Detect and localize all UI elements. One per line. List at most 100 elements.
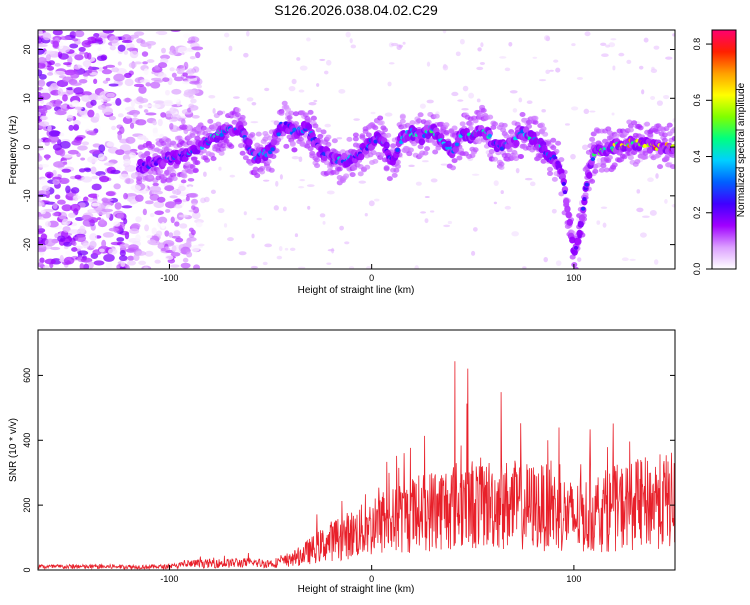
heatmap-cell — [598, 167, 605, 173]
heatmap-cell — [243, 52, 249, 58]
heatmap-cell — [80, 257, 93, 263]
heatmap-cell — [322, 220, 326, 225]
heatmap-cell — [426, 99, 434, 104]
heatmap-cell — [399, 118, 406, 124]
heatmap-cell — [513, 139, 520, 147]
heatmap-cell — [129, 122, 135, 129]
heatmap-cell — [386, 176, 393, 182]
heatmap-cell — [99, 175, 110, 183]
heatmap-cell — [157, 169, 164, 175]
heatmap-cell — [532, 56, 538, 59]
heatmap-cell — [504, 205, 512, 210]
heatmap-cell — [117, 132, 123, 141]
heatmap-cell — [182, 257, 189, 263]
heatmap-cell — [96, 190, 103, 199]
heatmap-cell — [142, 208, 148, 216]
heatmap-cell — [97, 104, 107, 110]
heatmap-cell — [113, 221, 121, 227]
heatmap-cell — [570, 106, 579, 111]
heatmap-cell — [283, 143, 290, 149]
heatmap-cell — [130, 99, 136, 108]
heatmap-cell — [57, 199, 66, 205]
heatmap-cell — [157, 118, 163, 127]
heatmap-cell — [115, 149, 125, 156]
heatmap-cell — [461, 108, 469, 111]
heatmap-cell — [472, 147, 479, 153]
heatmap-cell — [40, 209, 46, 215]
heatmap-cell — [291, 147, 298, 153]
heatmap-cell — [50, 246, 61, 251]
heatmap-cell — [443, 224, 451, 228]
heatmap-cell — [259, 169, 266, 175]
heatmap-cell — [447, 220, 453, 225]
heatmap-cell — [646, 146, 654, 154]
heatmap-cell — [526, 100, 533, 104]
heatmap-cell — [40, 88, 51, 93]
heatmap-cell — [618, 52, 625, 57]
heatmap-cell — [306, 184, 315, 188]
heatmap-cell — [181, 80, 192, 85]
heatmap-cell — [152, 182, 159, 187]
heatmap-cell — [129, 34, 140, 39]
heatmap-cell — [108, 83, 119, 87]
heatmap-cell — [357, 171, 364, 177]
heatmap-cell — [298, 156, 303, 163]
heatmap-cell — [157, 72, 167, 79]
heatmap-cell — [218, 166, 222, 171]
heatmap-cell — [83, 263, 90, 269]
heatmap-cell — [217, 110, 223, 116]
heatmap-cell — [393, 167, 400, 173]
heatmap-cell — [95, 96, 102, 101]
heatmap-cell — [161, 47, 166, 54]
heatmap-cell — [135, 216, 142, 223]
heatmap-cell — [629, 258, 636, 261]
heatmap-cell — [62, 94, 68, 102]
heatmap-cell — [71, 100, 80, 107]
heatmap-cell — [187, 177, 195, 182]
colorbar-tick-label: 0.4 — [692, 150, 702, 163]
heatmap-cell — [169, 118, 174, 123]
heatmap-cell — [670, 146, 675, 154]
heatmap-cell — [82, 72, 90, 77]
heatmap-cell — [78, 78, 88, 84]
heatmap-cell — [642, 215, 650, 218]
heatmap-cell — [90, 43, 100, 47]
colorbar-tick-label: 0.2 — [692, 207, 702, 220]
heatmap-cell — [173, 230, 181, 237]
heatmap-cell — [291, 78, 297, 85]
heatmap-cell — [353, 118, 360, 121]
heatmap-cell — [662, 94, 670, 100]
snr-x-tick-label: 100 — [566, 574, 581, 584]
heatmap-cell — [291, 156, 300, 160]
heatmap-cell — [377, 115, 384, 121]
heatmap-cell — [68, 229, 80, 234]
heatmap-cell — [314, 163, 321, 169]
heatmap-cell — [75, 234, 87, 243]
heatmap-cell — [165, 255, 174, 261]
heatmap-cell — [661, 137, 668, 143]
heatmap-cell — [278, 245, 283, 252]
heatmap-cell — [352, 132, 359, 138]
colorbar-tick-label: 0.8 — [692, 38, 702, 51]
heatmap-cell — [182, 72, 188, 77]
heatmap-cell — [239, 114, 246, 120]
spectrogram-x-axis-label: Height of straight line (km) — [298, 285, 415, 296]
heatmap-cell — [264, 243, 273, 248]
heatmap-cell — [38, 225, 43, 229]
heatmap-cell — [532, 119, 539, 125]
heatmap-cell — [471, 250, 476, 256]
heatmap-cell — [564, 205, 571, 213]
heatmap-cell — [58, 177, 70, 185]
heatmap-cell — [81, 39, 93, 48]
heatmap-cell — [388, 62, 395, 65]
heatmap-cell — [454, 142, 460, 147]
heatmap-cell — [39, 257, 45, 264]
heatmap-cell — [346, 136, 353, 142]
heatmap-cell — [218, 150, 225, 156]
heatmap-cell — [189, 132, 196, 138]
heatmap-cell — [106, 92, 115, 98]
heatmap-cell — [203, 171, 207, 177]
heatmap-cell — [152, 120, 157, 126]
heatmap-cell — [642, 143, 648, 148]
